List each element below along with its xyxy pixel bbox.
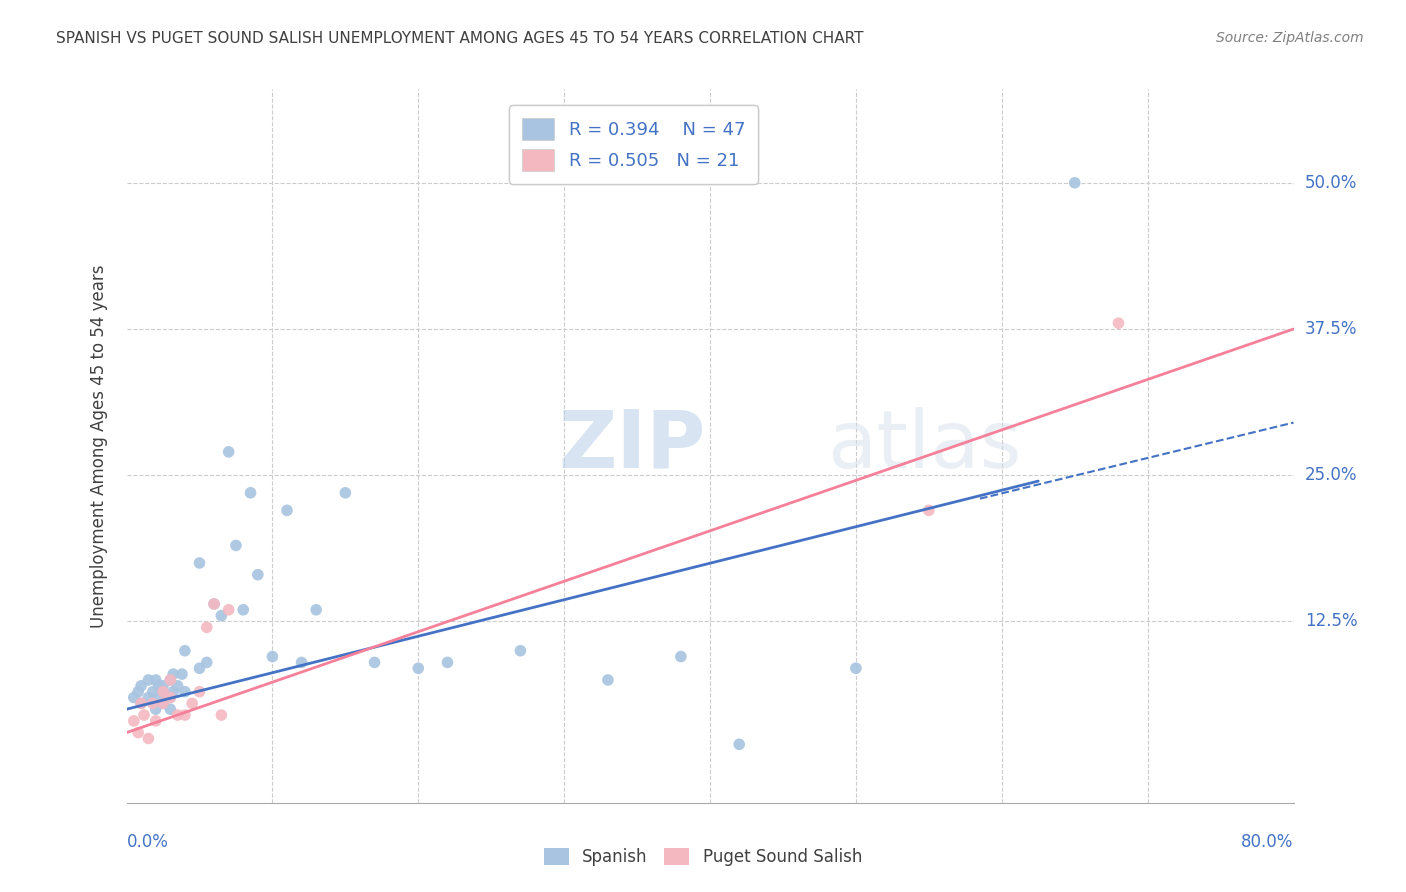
Text: 12.5%: 12.5%	[1305, 613, 1357, 631]
Text: 80.0%: 80.0%	[1241, 833, 1294, 851]
Point	[138, 690, 160, 705]
Text: 37.5%: 37.5%	[1305, 320, 1357, 338]
Point	[129, 697, 152, 711]
Point	[159, 690, 181, 705]
Point	[669, 649, 692, 664]
Point	[195, 656, 218, 670]
Point	[148, 679, 170, 693]
Legend: R = 0.394    N = 47, R = 0.505   N = 21: R = 0.394 N = 47, R = 0.505 N = 21	[509, 105, 758, 184]
Point	[195, 620, 218, 634]
Point	[159, 690, 181, 705]
Text: 0.0%: 0.0%	[127, 833, 169, 851]
Point	[122, 690, 145, 705]
Point	[436, 656, 458, 670]
Point	[152, 684, 174, 698]
Point	[1108, 316, 1130, 330]
Point	[845, 661, 868, 675]
Point	[202, 597, 225, 611]
Point	[202, 597, 225, 611]
Point	[145, 702, 167, 716]
Text: atlas: atlas	[827, 407, 1021, 485]
Legend: Spanish, Puget Sound Salish: Spanish, Puget Sound Salish	[536, 840, 870, 875]
Point	[596, 673, 619, 687]
Point	[138, 673, 160, 687]
Text: 50.0%: 50.0%	[1305, 174, 1357, 192]
Point	[138, 731, 160, 746]
Point	[1063, 176, 1085, 190]
Point	[174, 644, 197, 658]
Point	[218, 603, 240, 617]
Point	[145, 714, 167, 728]
Point	[239, 485, 262, 500]
Point	[174, 684, 197, 698]
Point	[174, 708, 197, 723]
Point	[152, 679, 174, 693]
Point	[129, 679, 152, 693]
Point	[159, 673, 181, 687]
Point	[145, 673, 167, 687]
Point	[246, 567, 269, 582]
Point	[188, 556, 211, 570]
Point	[159, 702, 181, 716]
Point	[276, 503, 298, 517]
Point	[142, 684, 165, 698]
Point	[232, 603, 254, 617]
Point	[132, 708, 155, 723]
Point	[209, 608, 232, 623]
Text: 25.0%: 25.0%	[1305, 467, 1357, 484]
Point	[363, 656, 385, 670]
Point	[159, 673, 181, 687]
Text: SPANISH VS PUGET SOUND SALISH UNEMPLOYMENT AMONG AGES 45 TO 54 YEARS CORRELATION: SPANISH VS PUGET SOUND SALISH UNEMPLOYME…	[56, 31, 863, 46]
Point	[127, 725, 149, 739]
Point	[122, 714, 145, 728]
Point	[166, 679, 188, 693]
Point	[408, 661, 430, 675]
Point	[335, 485, 357, 500]
Point	[262, 649, 284, 664]
Point	[188, 661, 211, 675]
Point	[509, 644, 531, 658]
Point	[162, 684, 184, 698]
Point	[152, 684, 174, 698]
Point	[166, 708, 188, 723]
Text: Source: ZipAtlas.com: Source: ZipAtlas.com	[1216, 31, 1364, 45]
Point	[225, 538, 247, 552]
Point	[170, 667, 193, 681]
Point	[148, 690, 170, 705]
Point	[305, 603, 328, 617]
Point	[218, 445, 240, 459]
Point	[209, 708, 232, 723]
Y-axis label: Unemployment Among Ages 45 to 54 years: Unemployment Among Ages 45 to 54 years	[90, 264, 108, 628]
Point	[918, 503, 941, 517]
Point	[162, 667, 184, 681]
Point	[142, 697, 165, 711]
Point	[290, 656, 312, 670]
Point	[152, 697, 174, 711]
Point	[728, 737, 751, 751]
Point	[127, 684, 149, 698]
Point	[129, 697, 152, 711]
Point	[152, 697, 174, 711]
Point	[181, 697, 204, 711]
Point	[188, 684, 211, 698]
Text: ZIP: ZIP	[558, 407, 706, 485]
